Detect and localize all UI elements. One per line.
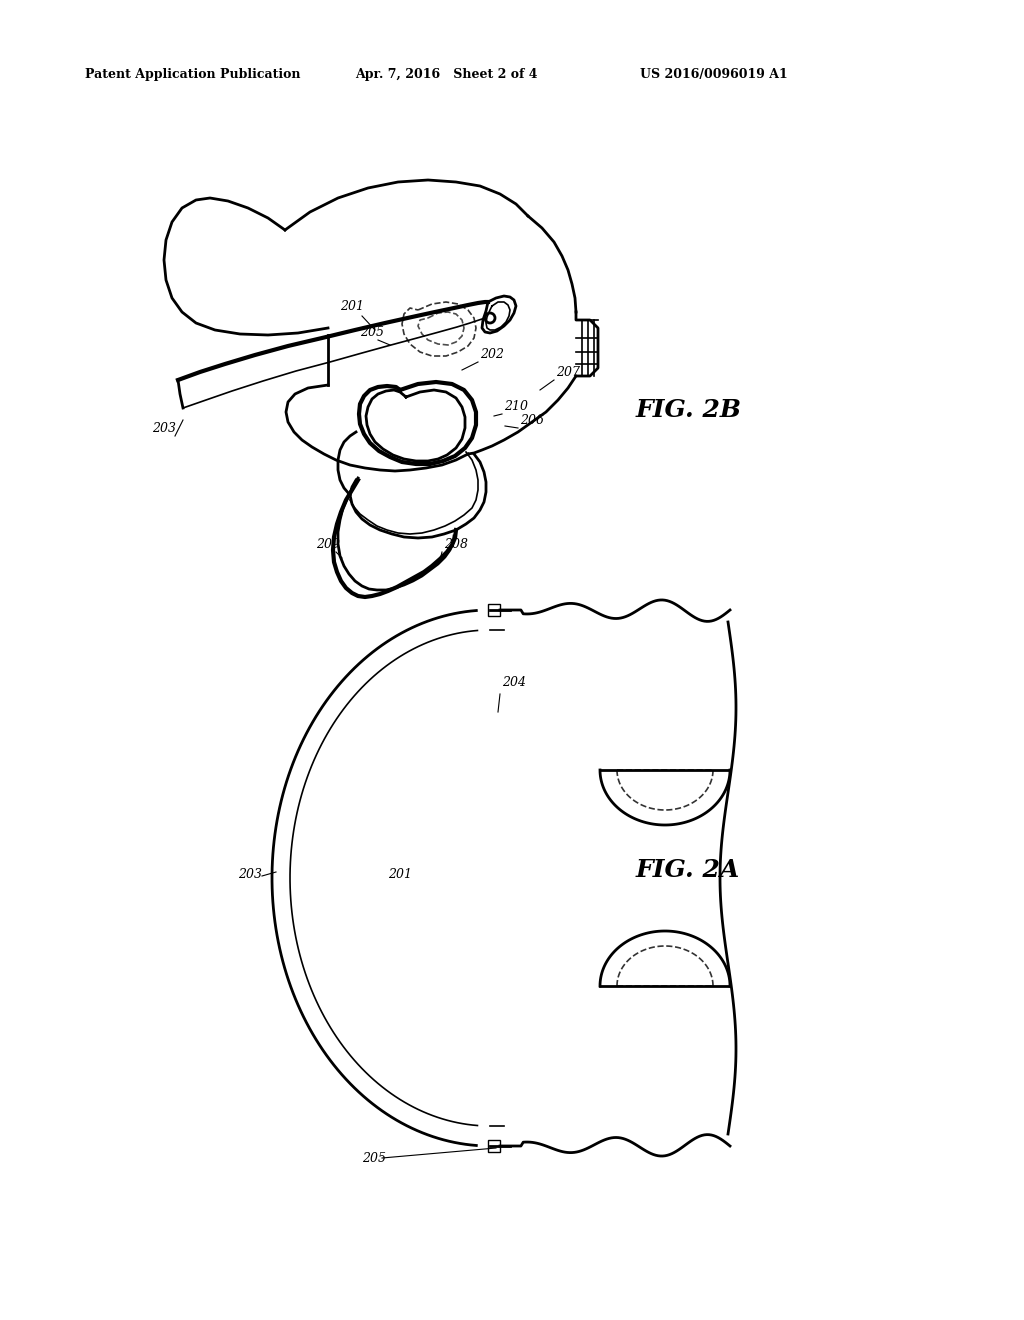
Text: 206: 206 — [520, 414, 544, 426]
Text: 203: 203 — [238, 869, 262, 880]
Text: FIG. 2A: FIG. 2A — [636, 858, 740, 882]
Text: 208: 208 — [444, 539, 468, 550]
Text: US 2016/0096019 A1: US 2016/0096019 A1 — [640, 69, 787, 81]
Text: Apr. 7, 2016   Sheet 2 of 4: Apr. 7, 2016 Sheet 2 of 4 — [355, 69, 538, 81]
Text: 210: 210 — [504, 400, 528, 413]
Text: 201: 201 — [340, 300, 364, 313]
Text: 205: 205 — [362, 1152, 386, 1166]
Text: 207: 207 — [556, 366, 580, 379]
Text: 204: 204 — [502, 676, 526, 689]
Text: Patent Application Publication: Patent Application Publication — [85, 69, 300, 81]
Text: FIG. 2B: FIG. 2B — [636, 399, 742, 422]
Text: 203: 203 — [152, 422, 176, 436]
Bar — [488, 605, 500, 616]
Text: 202: 202 — [480, 348, 504, 360]
Bar — [488, 1140, 500, 1152]
Text: 209: 209 — [316, 539, 340, 550]
Text: 201: 201 — [388, 869, 412, 880]
Text: 205: 205 — [360, 326, 384, 339]
